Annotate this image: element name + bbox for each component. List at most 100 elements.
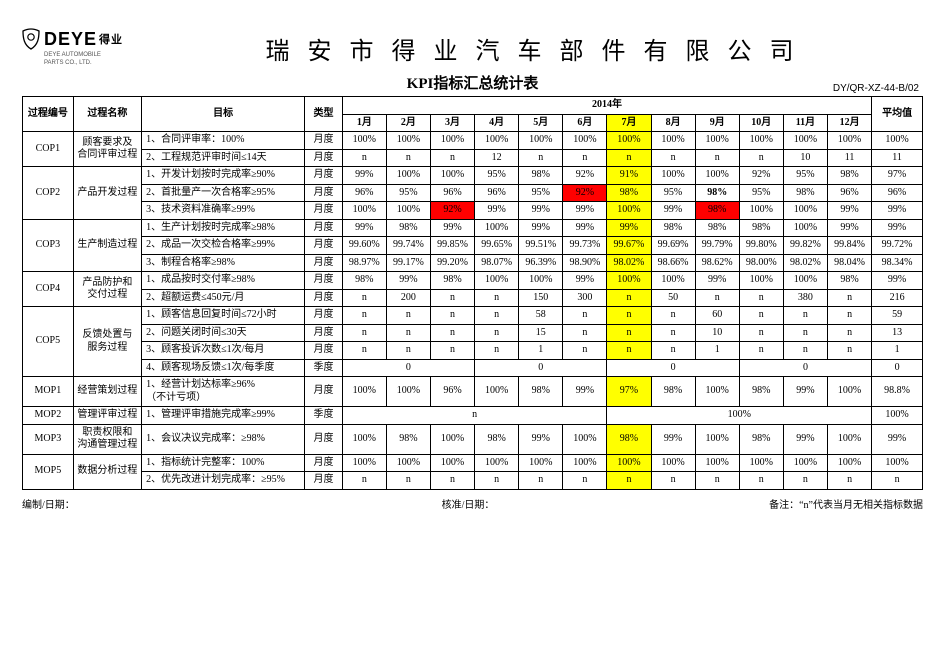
cell-val: 99% bbox=[519, 219, 563, 237]
cell-val: 100% bbox=[386, 132, 430, 150]
cell-type: 月度 bbox=[305, 184, 342, 202]
cell-name: 经营策划过程 bbox=[73, 377, 141, 407]
cell-val: 100% bbox=[783, 454, 827, 472]
cell-val: n bbox=[342, 307, 386, 325]
cell-val: 99.65% bbox=[475, 237, 519, 255]
cell-avg: 13 bbox=[872, 324, 923, 342]
cell-val: 99.60% bbox=[342, 237, 386, 255]
cell-val: 99.51% bbox=[519, 237, 563, 255]
cell-val: 100% bbox=[783, 219, 827, 237]
cell-val: 99% bbox=[783, 424, 827, 454]
cell-val: 100% bbox=[386, 167, 430, 185]
cell-val: 96% bbox=[430, 377, 474, 407]
cell-type: 月度 bbox=[305, 324, 342, 342]
cell-val: 100% bbox=[695, 454, 739, 472]
cell-avg: n bbox=[872, 472, 923, 490]
cell-val: 100% bbox=[651, 167, 695, 185]
cell-type: 月度 bbox=[305, 454, 342, 472]
shield-icon bbox=[22, 28, 40, 50]
th-month: 2月 bbox=[386, 114, 430, 132]
cell-code: COP3 bbox=[23, 219, 74, 272]
cell-val: 98.00% bbox=[739, 254, 783, 272]
footer-left: 编制/日期： bbox=[22, 496, 319, 511]
cell-val: 99% bbox=[607, 219, 651, 237]
cell-avg: 96% bbox=[872, 184, 923, 202]
cell-val: 150 bbox=[519, 289, 563, 307]
cell-type: 月度 bbox=[305, 237, 342, 255]
cell-val: 99% bbox=[342, 219, 386, 237]
cell-val: 92% bbox=[563, 167, 607, 185]
cell-val: 99.84% bbox=[827, 237, 871, 255]
cell-val: 100% bbox=[519, 454, 563, 472]
cell-val: 95% bbox=[475, 167, 519, 185]
cell-val: 98% bbox=[739, 377, 783, 407]
cell-avg: 59 bbox=[872, 307, 923, 325]
cell-val: 300 bbox=[563, 289, 607, 307]
cell-val: n bbox=[827, 289, 871, 307]
cell-val: 98.62% bbox=[695, 254, 739, 272]
cell-val: 98% bbox=[695, 202, 739, 220]
cell-target: 3、制程合格率≥98% bbox=[142, 254, 305, 272]
cell-val: n bbox=[430, 324, 474, 342]
cell-target: 3、顾客投诉次数≤1次/每月 bbox=[142, 342, 305, 360]
logo-hanzi: 得业 bbox=[99, 31, 123, 47]
cell-val: 100% bbox=[827, 424, 871, 454]
cell-val: 100% bbox=[342, 454, 386, 472]
cell-type: 月度 bbox=[305, 272, 342, 290]
cell-code: MOP3 bbox=[23, 424, 74, 454]
cell-target: 1、指标统计完整率：100% bbox=[142, 454, 305, 472]
th-name: 过程名称 bbox=[73, 97, 141, 132]
cell-val: n bbox=[430, 342, 474, 360]
cell-val: 98% bbox=[386, 219, 430, 237]
cell-avg: 98.34% bbox=[872, 254, 923, 272]
cell-type: 月度 bbox=[305, 307, 342, 325]
table-row: COP3生产制造过程1、生产计划按时完成率≥98%月度99%98%99%100%… bbox=[23, 219, 923, 237]
cell-val: 100% bbox=[563, 424, 607, 454]
cell-val: 100% bbox=[563, 454, 607, 472]
cell-val: n bbox=[386, 324, 430, 342]
cell-val: 99% bbox=[827, 202, 871, 220]
table-row: 2、成品一次交检合格率≥99%月度99.60%99.74%99.85%99.65… bbox=[23, 237, 923, 255]
report-title: KPI指标汇总统计表 bbox=[22, 72, 923, 93]
cell-val: 98.97% bbox=[342, 254, 386, 272]
cell-target: 2、超额运费≤450元/月 bbox=[142, 289, 305, 307]
cell-val: 100% bbox=[607, 132, 651, 150]
cell-avg: 99.72% bbox=[872, 237, 923, 255]
cell-val: 1 bbox=[695, 342, 739, 360]
cell-val: 100% bbox=[519, 272, 563, 290]
header: DEYE 得业 DEYE AUTOMOBILE PARTS CO., LTD. … bbox=[22, 28, 923, 66]
cell-val: 98% bbox=[342, 272, 386, 290]
cell-val: 100% bbox=[563, 132, 607, 150]
cell-type: 月度 bbox=[305, 377, 342, 407]
cell-val: 100% bbox=[519, 132, 563, 150]
cell-code: MOP5 bbox=[23, 454, 74, 489]
cell-val: 99.20% bbox=[430, 254, 474, 272]
logo-sub1: DEYE AUTOMOBILE bbox=[44, 52, 101, 58]
cell-val: 99.80% bbox=[739, 237, 783, 255]
cell-val: 99% bbox=[563, 202, 607, 220]
cell-val: 100% bbox=[607, 202, 651, 220]
cell-val: 99% bbox=[563, 377, 607, 407]
cell-name: 顾客要求及合同评审过程 bbox=[73, 132, 141, 167]
cell-val: 100% bbox=[783, 202, 827, 220]
cell-target: 1、成品按时交付率≥98% bbox=[142, 272, 305, 290]
cell-val: 98% bbox=[475, 424, 519, 454]
cell-val: n bbox=[430, 149, 474, 167]
cell-val: n bbox=[563, 149, 607, 167]
cell-name: 生产制造过程 bbox=[73, 219, 141, 272]
cell-avg: 99% bbox=[872, 202, 923, 220]
cell-val: 100% bbox=[607, 407, 872, 425]
cell-val: 98% bbox=[783, 184, 827, 202]
cell-target: 2、工程规范评审时间≤14天 bbox=[142, 149, 305, 167]
cell-val: 99% bbox=[519, 424, 563, 454]
table-row: MOP3职责权限和沟通管理过程1、会议决议完成率：≥98%月度100%98%10… bbox=[23, 424, 923, 454]
cell-val: 0 bbox=[607, 359, 739, 377]
cell-val: 98.07% bbox=[475, 254, 519, 272]
cell-val: 99.69% bbox=[651, 237, 695, 255]
cell-val: 60 bbox=[695, 307, 739, 325]
cell-val: 100% bbox=[739, 132, 783, 150]
cell-val: 99.73% bbox=[563, 237, 607, 255]
cell-val: n bbox=[430, 307, 474, 325]
cell-type: 月度 bbox=[305, 219, 342, 237]
cell-avg: 11 bbox=[872, 149, 923, 167]
